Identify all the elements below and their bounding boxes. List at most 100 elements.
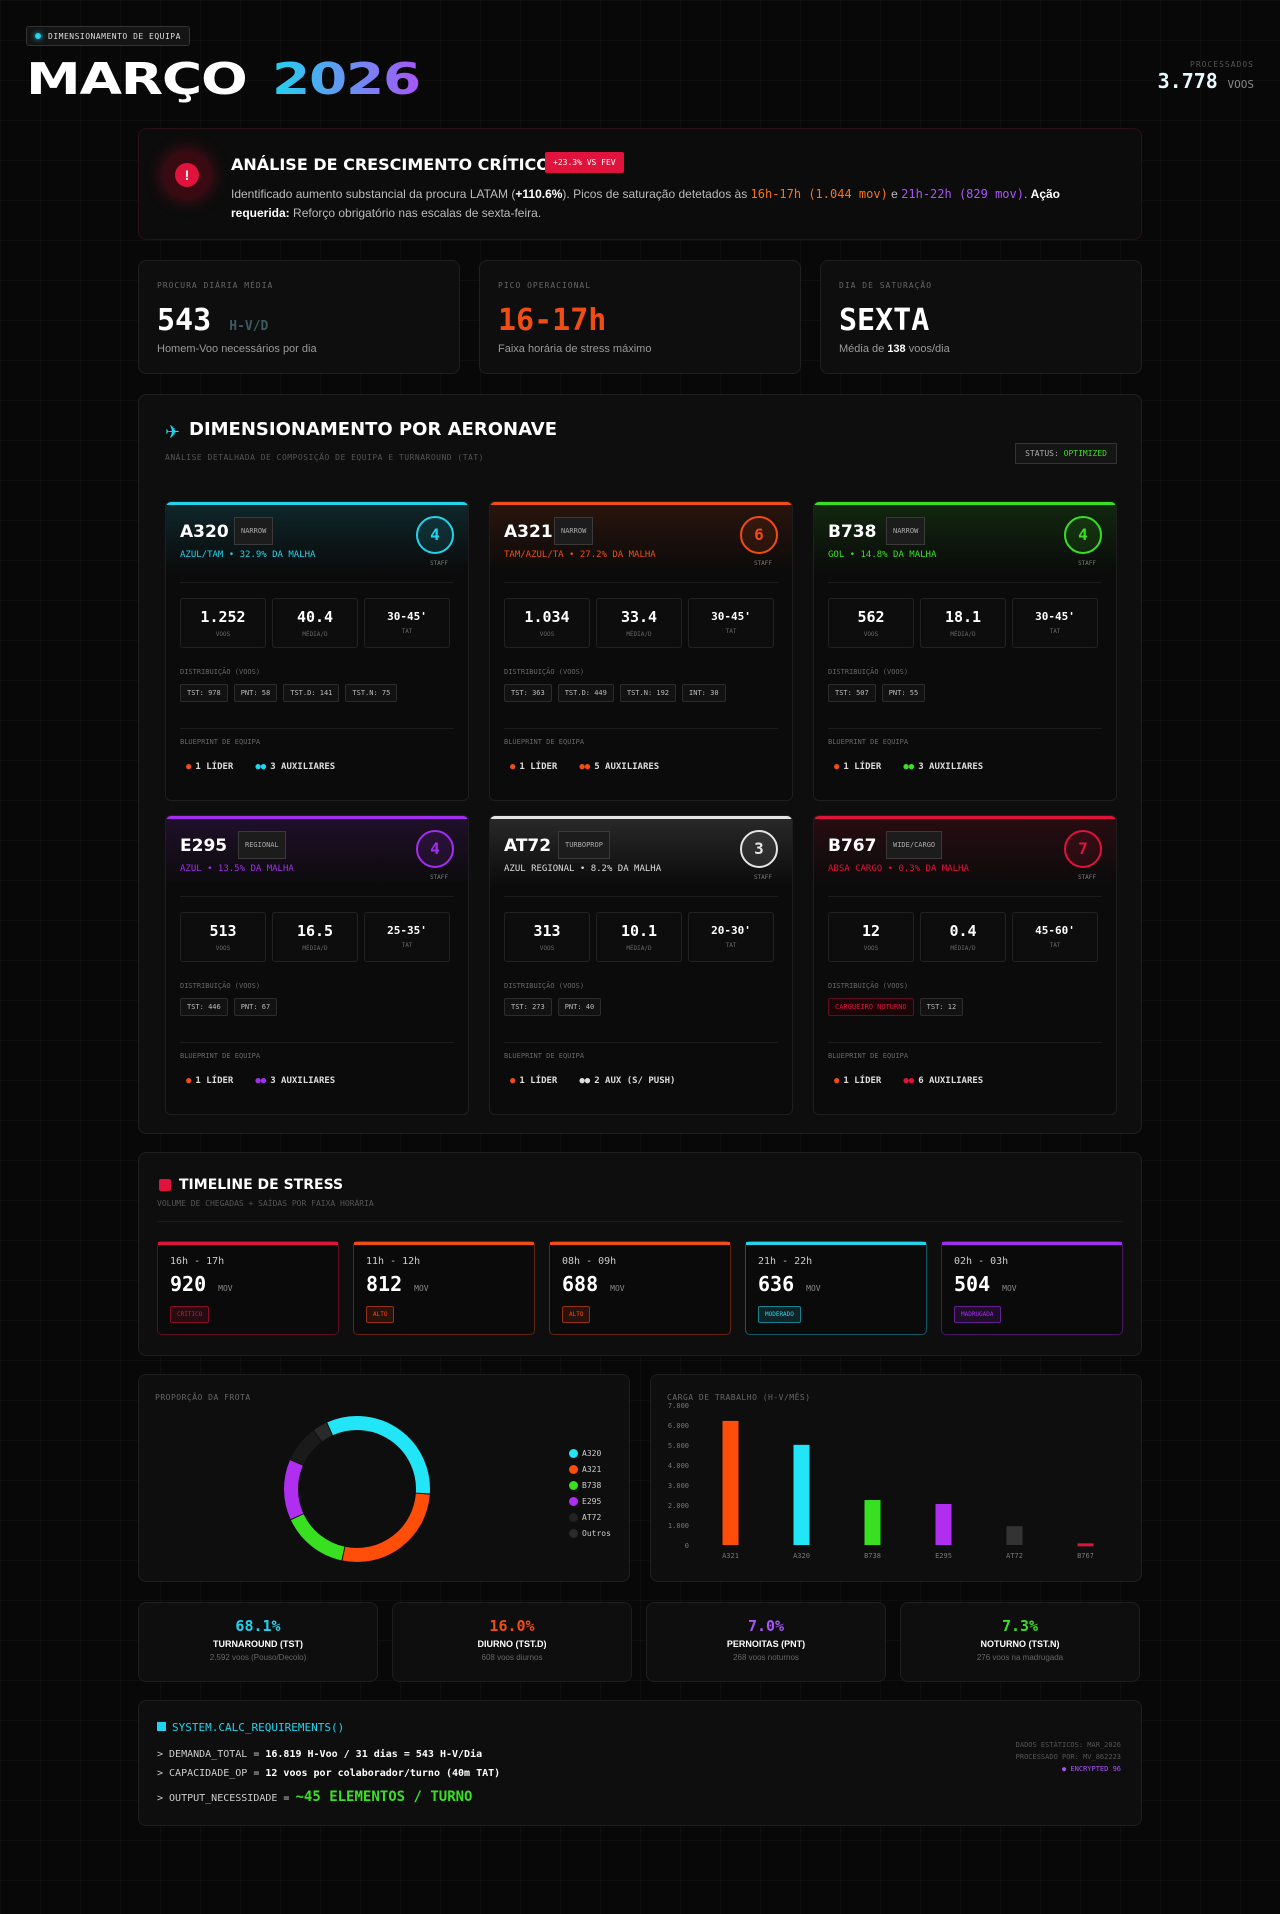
aircraft-operators: AZUL REGIONAL • 8.2% DA MALHA [504,864,662,874]
severity-badge: MODERADO [758,1306,801,1323]
kpi-saturation-day: DIA DE SATURAÇÃO SEXTA Média de 138 voos… [820,260,1142,374]
distribution-chips: TST: 978 PNT: 58 TST.D: 141 TST.N: 75 [180,684,398,702]
distribution-chips: TST: 363 TST.D: 449 TST.N: 192 INT: 30 [504,684,726,702]
y-tick-label: 6.000 [668,1422,689,1430]
dist-chip: TST: 12 [919,998,964,1016]
stat-voos: 12 VOOS [828,912,914,962]
y-tick-label: 4.000 [668,1462,689,1470]
stat-tat: 45-60' TAT [1012,912,1098,962]
aircraft-operators: TAM/AZUL/TA • 27.2% DA MALHA [504,550,656,560]
group-icon: ●● [579,1076,591,1086]
aircraft-name: B738 [828,522,877,542]
staff-count: 3 [740,830,778,868]
fleet-title: DIMENSIONAMENTO POR AERONAVE [189,419,557,440]
plane-icon: ✈ [165,422,181,442]
crew-blueprint: ● 1 LÍDER ●● 3 AUXILIARES [186,1076,335,1086]
distribution-chips: CARGUEIRO NOTURNO TST: 12 [828,998,964,1016]
bar-b767 [1077,1543,1094,1547]
legend-swatch [569,1464,578,1474]
leader-icon: ● [510,762,516,772]
stat-tat: 20-30' TAT [688,912,774,962]
stat-media: 33.4 MÉDIA/D [596,598,682,648]
aux-role: ●● 3 AUXILIARES [255,762,336,772]
stat-media: 16.5 MÉDIA/D [272,912,358,962]
legend-swatch [569,1512,578,1522]
donut-legend: A320 A321 B738 E295 AT72 Outros [569,1445,611,1541]
leader-icon: ● [834,1076,840,1086]
dist-chip: TST: 273 [504,998,552,1016]
legend-swatch [569,1528,578,1538]
legend-item: E295 [569,1493,611,1509]
dist-chip: INT: 30 [682,684,726,702]
stat-voos: 1.034 VOOS [504,598,590,648]
leader-role: ● 1 LÍDER [834,1076,882,1086]
group-icon: ●● [903,1076,915,1086]
stress-slot: 16h - 17h 920 MOV CRÍTICO [157,1241,339,1335]
dist-chip: TST: 446 [180,998,228,1016]
leader-icon: ● [834,762,840,772]
system-calc-panel: SYSTEM.CALC_REQUIREMENTS() > DEMANDA_TOT… [138,1700,1142,1826]
aircraft-name: A321 [504,522,553,542]
donut-slice-a321 [342,1493,430,1562]
aircraft-name: B767 [828,836,877,856]
share-card: 16.0% DIURNO (TST.D) 608 voos diurnos [392,1602,632,1682]
x-tick-label: B767 [1077,1552,1094,1560]
legend-item: Outros [569,1525,611,1541]
severity-badge: MADRUGADA [954,1306,1001,1323]
dist-chip: TST.N: 75 [345,684,398,702]
y-tick-label: 5.000 [668,1442,689,1450]
leader-role: ● 1 LÍDER [186,1076,234,1086]
staff-count: 7 [1064,830,1102,868]
aircraft-card-at72: AT72 TURBOPROP AZUL REGIONAL • 8.2% DA M… [489,815,793,1115]
staff-count: 4 [1064,516,1102,554]
group-icon: ●● [903,762,915,772]
dist-chip: PNT: 67 [233,998,278,1016]
terminal-icon [157,1722,166,1731]
dist-chip: TST: 978 [180,684,228,702]
stat-voos: 562 VOOS [828,598,914,648]
dist-chip: PNT: 55 [881,684,926,702]
stress-timeline: TIMELINE DE STRESS VOLUME DE CHEGADAS + … [138,1152,1142,1356]
alert-title: ANÁLISE DE CRESCIMENTO CRÍTICO [231,155,550,174]
aircraft-card-e295: E295 REGIONAL AZUL • 13.5% DA MALHA 4 ST… [165,815,469,1115]
donut-slice-at72 [290,1430,322,1466]
y-tick-label: 3.000 [668,1482,689,1490]
severity-badge: ALTO [562,1306,591,1323]
aircraft-operators: AZUL/TAM • 32.9% DA MALHA [180,550,316,560]
aux-role: ●● 3 AUXILIARES [255,1076,336,1086]
fleet-proportion-chart: PROPORÇÃO DA FROTA A320 A321 B738 E295 AT72 O… [138,1374,630,1582]
group-icon: ●● [255,762,267,772]
dist-chip: CARGUEIRO NOTURNO [828,998,914,1016]
staff-count: 4 [416,830,454,868]
stress-slot: 21h - 22h 636 MOV MODERADO [745,1241,927,1335]
share-card: 7.3% NOTURNO (TST.N) 276 voos na madruga… [900,1602,1140,1682]
aircraft-name: AT72 [504,836,552,856]
status-badge: STATUS: OPTIMIZED [1015,443,1117,464]
timeline-title: TIMELINE DE STRESS [179,1177,344,1193]
stress-slot: 11h - 12h 812 MOV ALTO [353,1241,535,1335]
bar-b738 [864,1500,881,1545]
crew-blueprint: ● 1 LÍDER ●● 2 AUX (S/ PUSH) [510,1076,675,1086]
x-tick-label: B738 [864,1552,881,1560]
leader-icon: ● [186,762,192,772]
aircraft-class-badge: NARROW [554,517,594,545]
leader-role: ● 1 LÍDER [186,762,234,772]
share-card: 7.0% PERNOITAS (PNT) 268 voos noturnos [646,1602,886,1682]
share-card: 68.1% TURNAROUND (TST) 2.592 voos (Pouso… [138,1602,378,1682]
stat-tat: 30-45' TAT [364,598,450,648]
donut-slice-e295 [284,1460,304,1520]
aircraft-card-a321: A321 NARROW TAM/AZUL/TA • 27.2% DA MALHA… [489,501,793,801]
stat-media: 10.1 MÉDIA/D [596,912,682,962]
aux-role: ●● 5 AUXILIARES [579,762,660,772]
leader-icon: ● [186,1076,192,1086]
y-tick-label: 2.000 [668,1502,689,1510]
bar-a320 [793,1444,810,1545]
aircraft-card-b738: B738 NARROW GOL • 14.8% DA MALHA 4 STAFF… [813,501,1117,801]
crew-blueprint: ● 1 LÍDER ●● 6 AUXILIARES [834,1076,983,1086]
x-tick-label: AT72 [1006,1552,1023,1560]
leader-role: ● 1 LÍDER [510,762,558,772]
dist-chip: TST: 363 [504,684,552,702]
alert-text: Identificado aumento substancial da proc… [231,187,1060,220]
donut-slice-a320 [327,1416,430,1494]
bar-chart: 0 1.000 2.000 3.000 4.000 5.000 6.000 7.000 A321… [668,1402,1094,1560]
